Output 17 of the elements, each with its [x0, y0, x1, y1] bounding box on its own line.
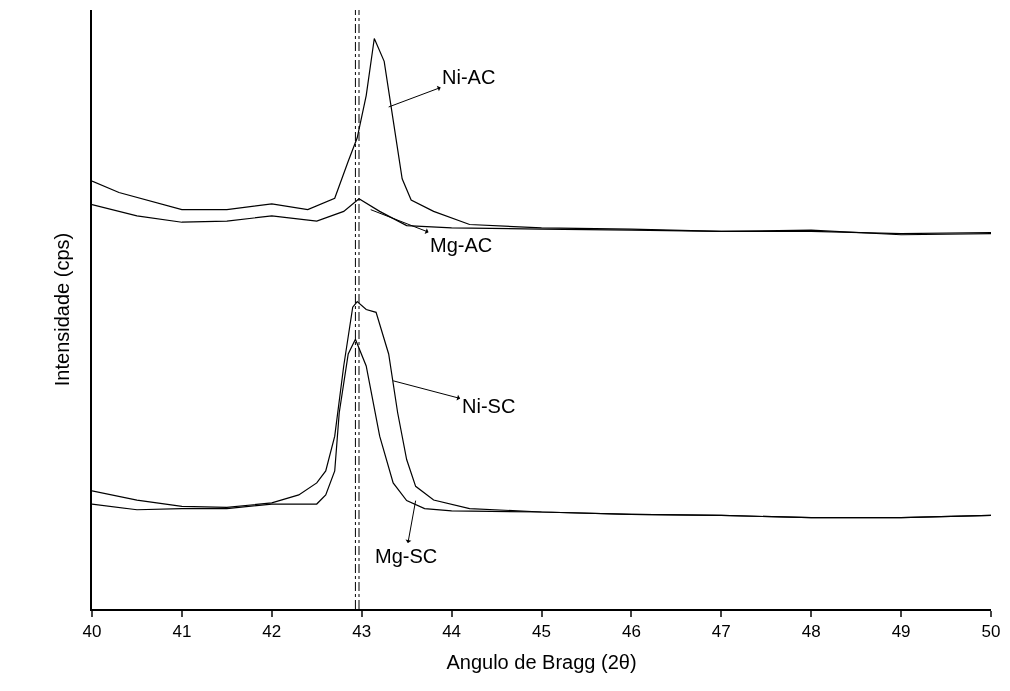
annotation: Mg-SC [375, 545, 438, 567]
annotation: Mg-AC [430, 234, 493, 256]
annotation: Ni-SC [462, 395, 516, 417]
x-tick-label: 46 [621, 622, 641, 642]
x-tick-label: 42 [262, 622, 282, 642]
x-axis-title: Angulo de Bragg (2θ) [446, 651, 637, 674]
annotation: Ni-AC [442, 66, 496, 88]
x-tick-label: 40 [82, 622, 102, 642]
x-tick-label: 45 [532, 622, 551, 642]
x-tick-label: 49 [891, 622, 911, 642]
y-axis-title: Intensidade (cps) [51, 232, 73, 387]
x-tick-label: 44 [442, 622, 462, 642]
x-tick-label: 43 [352, 622, 372, 642]
x-tick-label: 47 [711, 622, 731, 642]
x-tick-label: 50 [981, 622, 1001, 642]
x-tick-label: 41 [172, 622, 192, 642]
x-tick-label: 48 [801, 622, 821, 642]
